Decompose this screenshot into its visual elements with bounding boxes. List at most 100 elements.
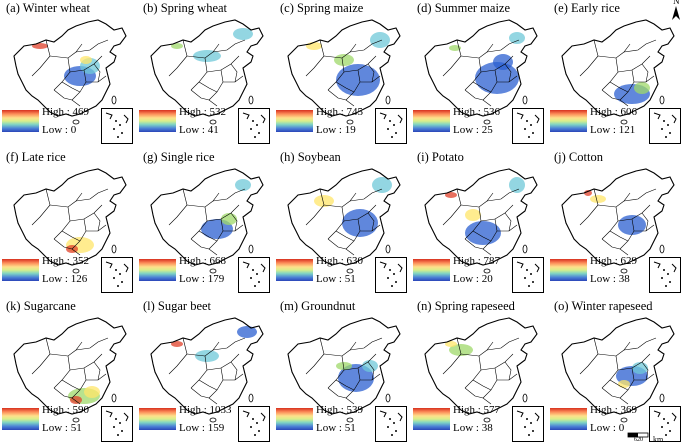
province-boundary — [464, 238, 492, 256]
islands-icon — [379, 261, 403, 287]
island-hainan — [346, 417, 354, 423]
country-outline — [150, 168, 264, 266]
china-map — [150, 317, 264, 423]
panel-title: (l) Sugar beet — [143, 299, 212, 313]
province-boundary — [327, 89, 355, 107]
province-boundary — [343, 55, 377, 73]
province-boundary — [190, 89, 218, 107]
panel-title: (a) Winter wheat — [6, 1, 90, 15]
province-boundary — [345, 367, 361, 399]
province-boundary — [349, 337, 383, 351]
island-taiwan — [111, 244, 117, 254]
province-boundary — [619, 218, 635, 250]
panel-title: (b) Spring wheat — [143, 1, 228, 15]
legend-color-ramp — [276, 110, 313, 132]
yield-zone — [449, 45, 461, 51]
province-boundary — [623, 188, 657, 202]
legend-high: High : 629 — [590, 255, 638, 267]
country-outline — [287, 168, 401, 266]
province-boundary — [86, 373, 107, 381]
province-boundary — [486, 188, 520, 202]
legend-low: Low : 179 — [179, 273, 225, 285]
province-boundary — [86, 224, 107, 232]
yield-zone — [449, 344, 473, 356]
legend-low: Low : 51 — [316, 422, 356, 434]
island-taiwan — [522, 244, 528, 254]
country-outline — [13, 317, 127, 415]
province-boundary — [504, 361, 512, 381]
island-taiwan — [111, 95, 117, 105]
province-boundary — [579, 39, 599, 77]
province-boundary — [345, 218, 361, 250]
province-boundary — [460, 192, 494, 208]
province-boundary — [53, 206, 71, 240]
province-boundary — [168, 188, 188, 226]
province-boundary — [212, 188, 246, 202]
island-hainan — [72, 119, 80, 125]
province-boundary — [472, 81, 492, 93]
province-boundary — [601, 57, 619, 91]
legend-high: High : 532 — [179, 106, 227, 118]
yield-zone — [509, 177, 525, 193]
province-boundary — [190, 57, 208, 91]
province-boundary — [609, 230, 629, 242]
province-boundary — [482, 69, 498, 101]
island-hainan — [346, 268, 354, 274]
province-boundary — [31, 188, 51, 226]
yield-zone — [195, 350, 219, 362]
province-boundary — [442, 188, 462, 226]
yield-zone — [509, 32, 525, 44]
map-panel: (l) Sugar beet High : 1033 Low : 159 — [137, 298, 274, 447]
province-boundary — [335, 81, 355, 93]
province-boundary — [623, 39, 657, 53]
province-boundary — [206, 353, 240, 371]
province-boundary — [504, 63, 512, 83]
province-boundary — [460, 43, 494, 59]
province-boundary — [609, 81, 629, 93]
province-boundary — [49, 43, 83, 59]
province-boundary — [464, 89, 492, 107]
province-boundary — [367, 63, 375, 83]
province-boundary — [75, 39, 109, 53]
island-hainan — [620, 268, 628, 274]
province-boundary — [480, 353, 514, 371]
province-boundary — [53, 387, 81, 405]
province-boundary — [53, 355, 71, 389]
island-hainan — [72, 268, 80, 274]
island-taiwan — [659, 244, 665, 254]
scale-distance: 620 — [634, 437, 643, 443]
panel-title: (k) Sugarcane — [6, 299, 76, 313]
country-outline — [424, 168, 538, 266]
map-panel: (b) Spring wheat High : 532 Low : 41 — [137, 0, 274, 149]
province-boundary — [61, 230, 81, 242]
panel-title: (j) Cotton — [554, 150, 603, 164]
south-china-sea-inset — [101, 257, 133, 293]
island-taiwan — [522, 95, 528, 105]
province-boundary — [601, 387, 629, 405]
country-outline — [287, 19, 401, 117]
province-boundary — [597, 341, 631, 357]
panel-title: (o) Winter rapeseed — [554, 299, 653, 313]
map-panel: (o) Winter rapeseed High : 369 Low : 0 — [548, 298, 685, 447]
province-boundary — [75, 337, 109, 351]
islands-icon — [653, 112, 677, 138]
province-boundary — [464, 387, 492, 405]
panel-title: (g) Single rice — [143, 150, 215, 164]
province-boundary — [323, 43, 357, 59]
province-boundary — [597, 43, 631, 59]
island-hainan — [620, 119, 628, 125]
panel-title: (d) Summer maize — [417, 1, 511, 15]
islands-icon — [516, 112, 540, 138]
province-boundary — [504, 212, 512, 232]
yield-zone — [342, 209, 378, 237]
province-boundary — [71, 218, 87, 250]
panel-title: (i) Potato — [417, 150, 464, 164]
china-map — [424, 19, 538, 125]
island-taiwan — [659, 95, 665, 105]
yield-zone — [475, 62, 519, 94]
province-boundary — [327, 387, 355, 405]
yield-zone — [445, 192, 457, 198]
island-hainan — [209, 417, 217, 423]
map-panel: (a) Winter wheat High : 469 Low : 0 — [0, 0, 137, 149]
panel-title: (n) Spring rapeseed — [417, 299, 515, 313]
